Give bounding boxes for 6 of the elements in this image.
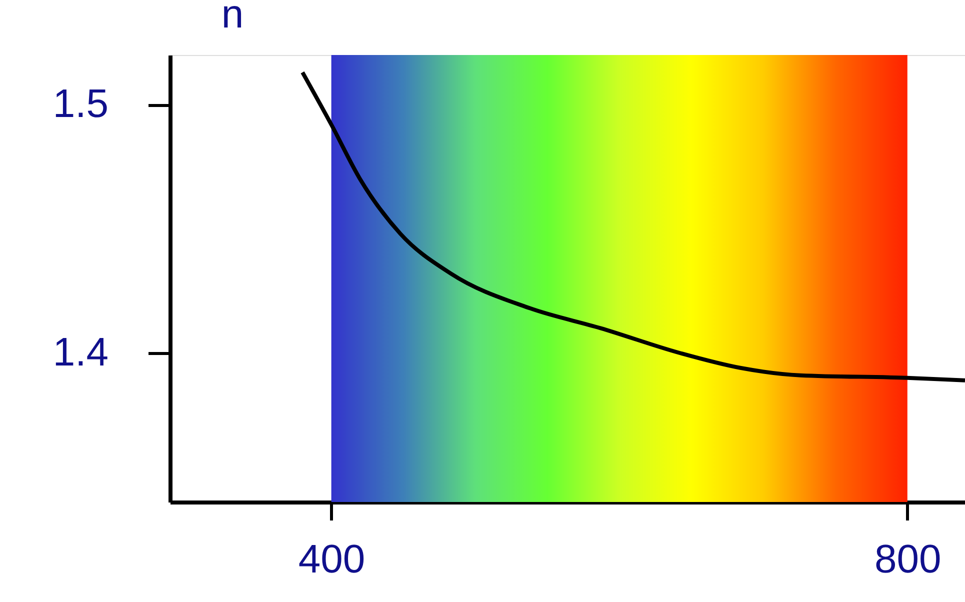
x-tick-label: 400 <box>298 538 366 582</box>
y-tick-label: 1.4 <box>52 330 108 374</box>
x-tick-label: 800 <box>874 538 942 582</box>
y-axis-title: n <box>221 0 244 36</box>
y-tick-label: 1.5 <box>52 82 108 126</box>
line-series <box>300 70 965 382</box>
